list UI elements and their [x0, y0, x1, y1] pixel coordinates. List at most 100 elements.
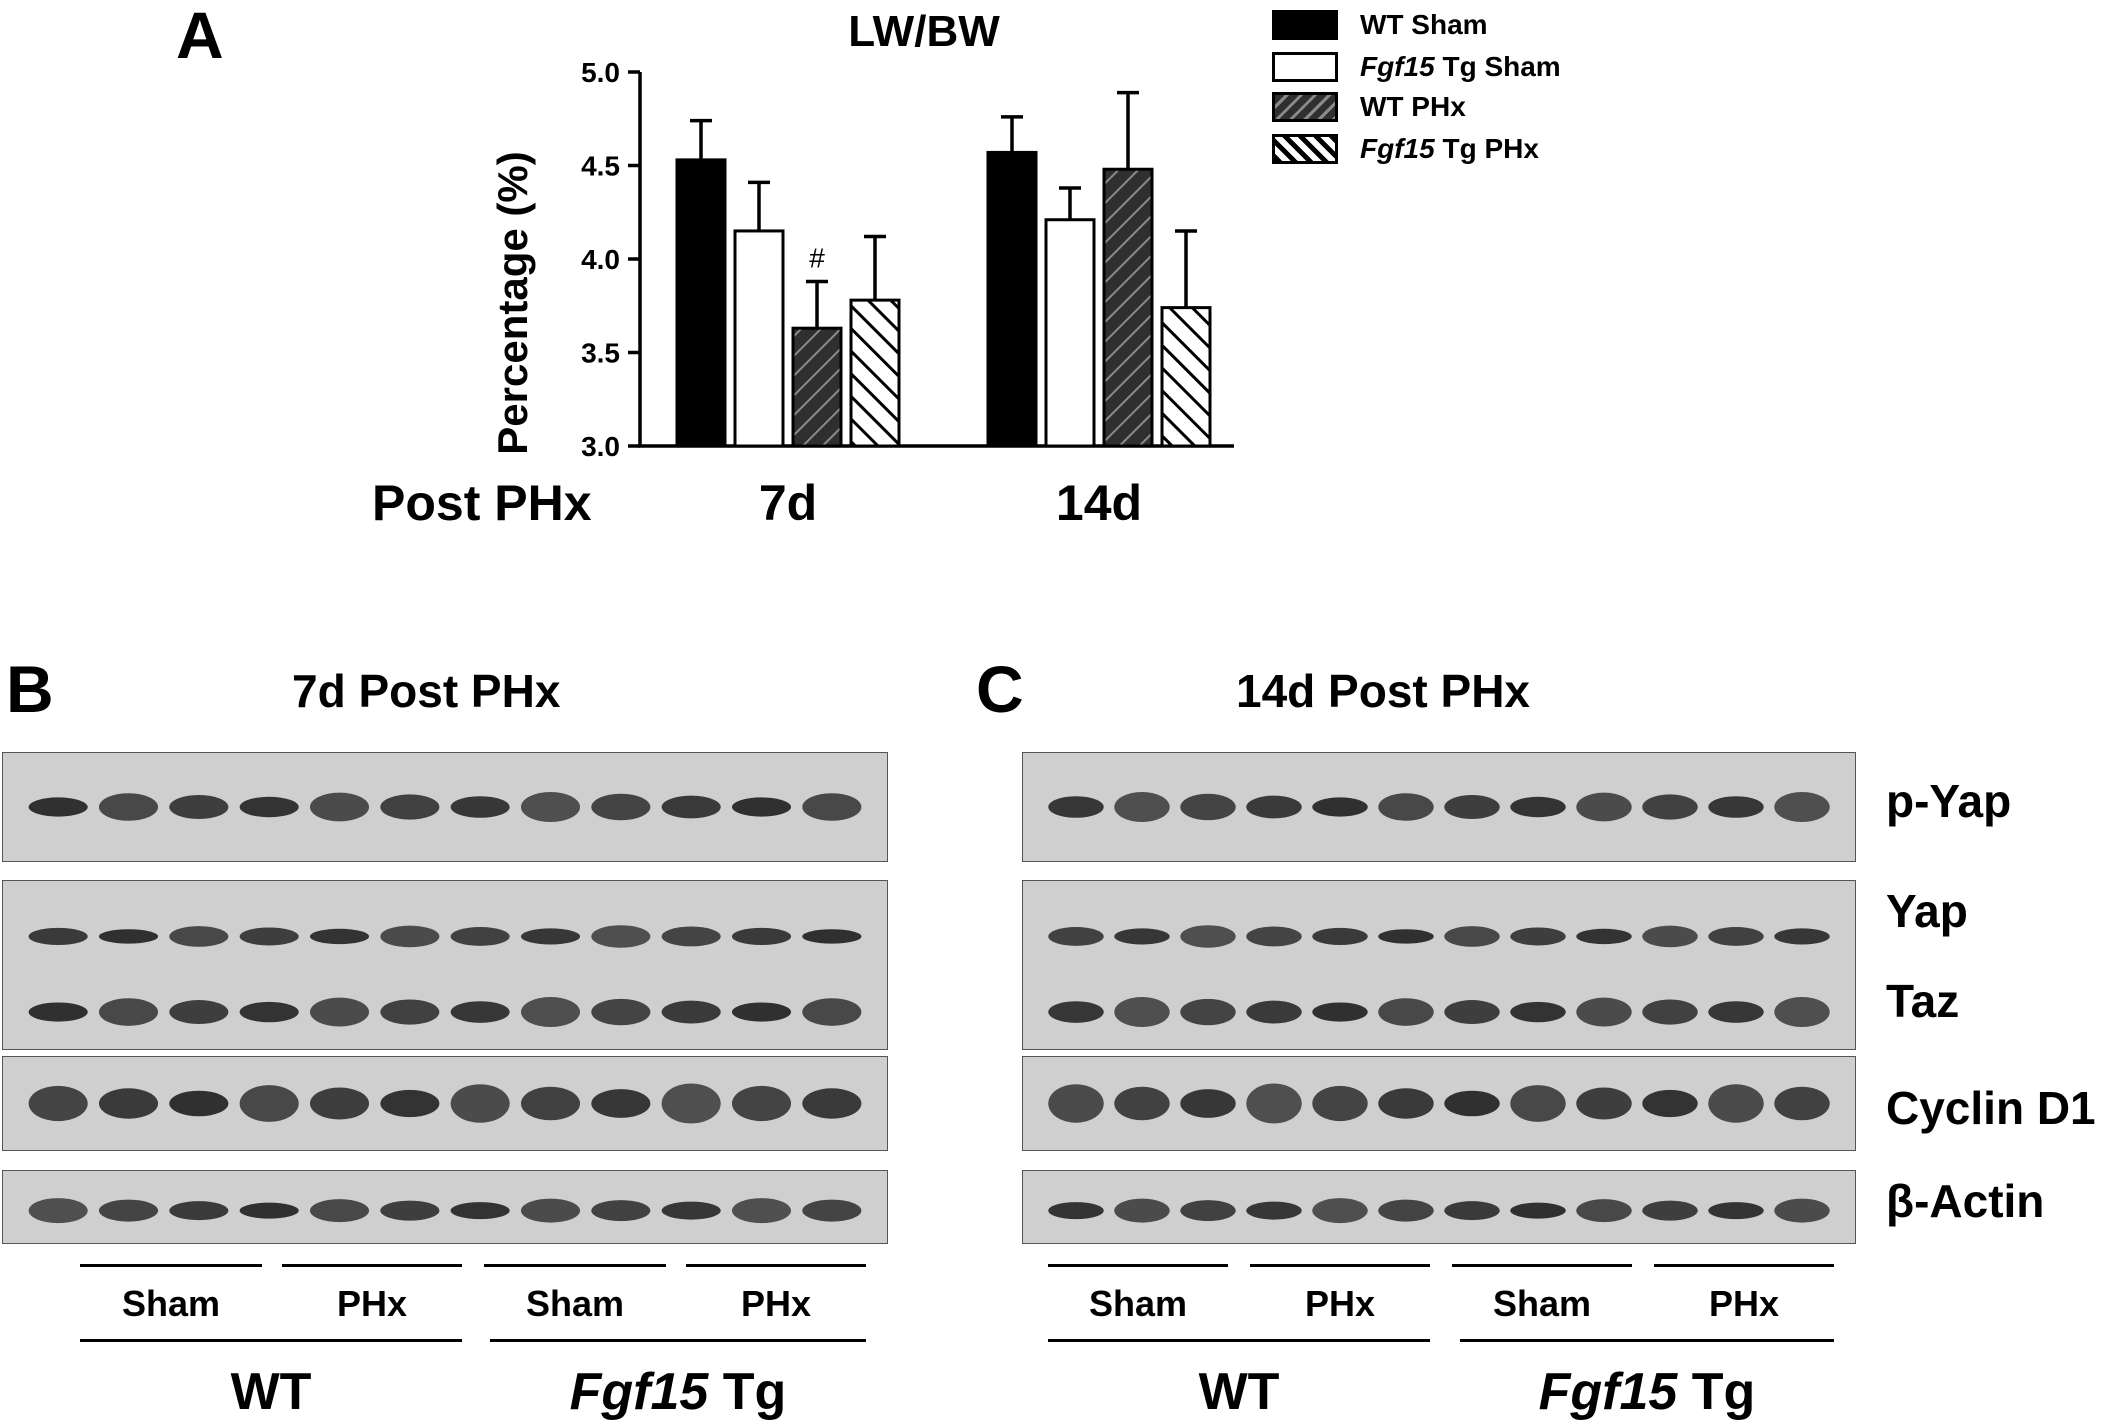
blot-band: [661, 926, 721, 947]
legend-item-0: WT Sham: [1272, 8, 1488, 42]
blot-7d-yap-taz: [2, 880, 888, 1050]
blot-band: [1510, 1085, 1566, 1122]
legend-swatch-2: [1272, 92, 1338, 122]
blot-band: [1180, 925, 1236, 948]
blot-band: [1312, 1085, 1368, 1122]
blot-band: [1708, 926, 1764, 946]
bracket-c-wt-phx: [1250, 1264, 1430, 1267]
blot-band: [380, 1089, 440, 1118]
legend-label-2: WT PHx: [1360, 91, 1466, 122]
genotype-b-wt: WT: [230, 1363, 312, 1421]
blot-band: [1774, 1086, 1830, 1121]
blot-bands: [1048, 1198, 1830, 1224]
blot-band: [731, 797, 792, 817]
bar-s2-c0: [791, 326, 843, 448]
blot-band: [239, 927, 299, 946]
legend-swatch-1: [1272, 52, 1338, 82]
blot-band: [28, 797, 88, 817]
blot-band: [731, 927, 792, 945]
legend-label-1: Fgf15 Tg Sham: [1360, 51, 1561, 82]
blot-band: [591, 1089, 651, 1118]
blot-band: [239, 796, 299, 818]
blot-band: [450, 1001, 510, 1023]
blot-band: [1708, 796, 1764, 818]
blot-band: [1642, 1089, 1698, 1118]
blot-band: [1774, 1198, 1830, 1223]
blot-band: [309, 1199, 370, 1223]
blot-band: [1312, 927, 1368, 945]
bar-s0-c1: [986, 150, 1038, 448]
blot-title-7d: 7d Post PHx: [292, 665, 561, 717]
blot-band: [450, 1084, 510, 1123]
bracket-c-tg-sham: [1452, 1264, 1632, 1267]
blot-band: [1708, 1001, 1764, 1023]
blot-band: [591, 793, 651, 821]
blot-band: [309, 997, 370, 1027]
panel-label-b: B: [6, 652, 54, 726]
bracket-c-tg-phx: [1654, 1264, 1834, 1267]
label-b-tg-phx: PHx: [740, 1283, 812, 1324]
blot-band: [520, 928, 581, 945]
blot-band: [802, 929, 862, 944]
blot-band: [661, 1000, 721, 1024]
marker-cyclin-d1: Cyclin D1: [1886, 1082, 2096, 1134]
bar-s3-c1: [1160, 306, 1212, 448]
blot-band: [1114, 1198, 1170, 1223]
blot-band: [520, 1198, 581, 1223]
blot-band: [1378, 929, 1434, 944]
legend-item-1: Fgf15 Tg Sham: [1272, 50, 1561, 84]
blot-band: [1048, 1202, 1104, 1220]
blot-band: [1246, 1083, 1302, 1124]
genotype-b-tg-italic: Fgf15: [569, 1363, 709, 1421]
genotype-c-wt: WT: [1198, 1363, 1280, 1421]
blot-band: [802, 998, 862, 1026]
bar-chart: LW/BW Percentage (%) Post PHx 3.0 3.5 4.0 4…: [372, 7, 1234, 531]
blot-band: [1312, 1002, 1368, 1022]
genotype-b-tg-rest: Tg: [708, 1363, 787, 1421]
blot-band: [1642, 794, 1698, 820]
blot-band: [661, 1083, 721, 1124]
chart-title: LW/BW: [848, 7, 1000, 56]
blot-band: [28, 1198, 88, 1224]
blot-band: [1180, 1089, 1236, 1118]
blot-band: [239, 1202, 299, 1219]
blot-band: [1576, 928, 1632, 945]
blot-7d-beta-actin: [2, 1170, 888, 1244]
marker-yap: Yap: [1886, 885, 1968, 937]
blot-band: [1444, 1090, 1500, 1117]
bracket-b-tg-sham: [484, 1264, 666, 1267]
blot-band: [731, 1002, 792, 1022]
blot-band: [1774, 928, 1830, 945]
blot-band: [1444, 1000, 1500, 1025]
y-tick-label-3: 4.5: [581, 151, 620, 182]
label-b-tg-sham: Sham: [525, 1283, 625, 1324]
bracket-b-wt-phx: [282, 1264, 462, 1267]
bracket-b-wt: [80, 1339, 462, 1342]
blot-band: [1312, 1198, 1368, 1224]
blot-band: [1510, 1202, 1566, 1219]
blot-band: [450, 1202, 510, 1220]
blot-band: [591, 998, 651, 1026]
bracket-c-tg: [1460, 1339, 1834, 1342]
blot-band: [239, 1001, 299, 1023]
blot-band: [98, 793, 159, 821]
blot-band: [1246, 795, 1302, 819]
blot-band: [1444, 926, 1500, 947]
bar-s3-c0: [849, 298, 901, 448]
blot-band: [661, 795, 721, 819]
blot-band: [1246, 1201, 1302, 1220]
blot-band: [731, 1085, 792, 1122]
blot-title-14d: 14d Post PHx: [1236, 665, 1530, 717]
blot-band: [1576, 1087, 1632, 1120]
panel-label-a: A: [176, 0, 224, 72]
blot-bands: [28, 925, 862, 1028]
label-b-wt-sham: Sham: [121, 1283, 221, 1324]
blot-band: [309, 928, 370, 945]
blot-band: [28, 927, 88, 945]
blot-band: [169, 1000, 229, 1025]
blot-band: [309, 1087, 370, 1120]
blot-band: [1510, 796, 1566, 818]
blot-band: [802, 1199, 862, 1222]
blot-band: [239, 1085, 299, 1122]
blot-band: [1510, 1001, 1566, 1023]
